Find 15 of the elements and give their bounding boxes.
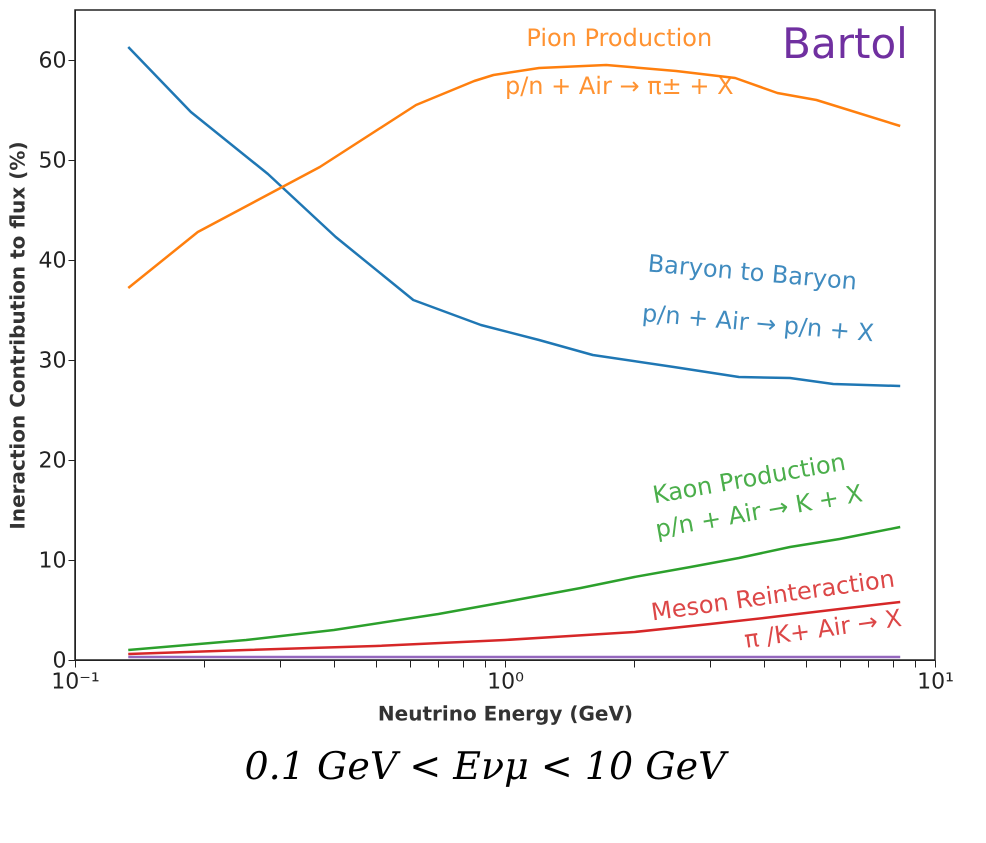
y-tick-label: 60 — [38, 48, 66, 74]
annotation: Bartol — [782, 19, 908, 68]
text: Kaon Production p/n + Air → K + X — [650, 448, 865, 544]
y-tick-label: 40 — [38, 248, 66, 274]
y-tick-label: 20 — [38, 448, 66, 474]
y-axis-title: Ineraction Contribution to flux (%) — [6, 141, 30, 530]
y-tick-label: 10 — [38, 548, 66, 574]
y-tick-label: 30 — [38, 348, 66, 374]
y-tick-label: 50 — [38, 148, 66, 174]
x-tick-label: 10¹ — [917, 670, 954, 694]
series-label: Baryon to Baryon p/n + Air → p/n + X — [640, 249, 876, 348]
x-tick-label: 10⁰ — [487, 670, 524, 694]
x-axis-title: Neutrino Energy (GeV) — [378, 702, 634, 726]
text: Meson Reinteraction π /K+ Air → X — [649, 564, 904, 654]
text: 0.1 GeV < Eνμ < 10 GeV — [244, 744, 730, 788]
